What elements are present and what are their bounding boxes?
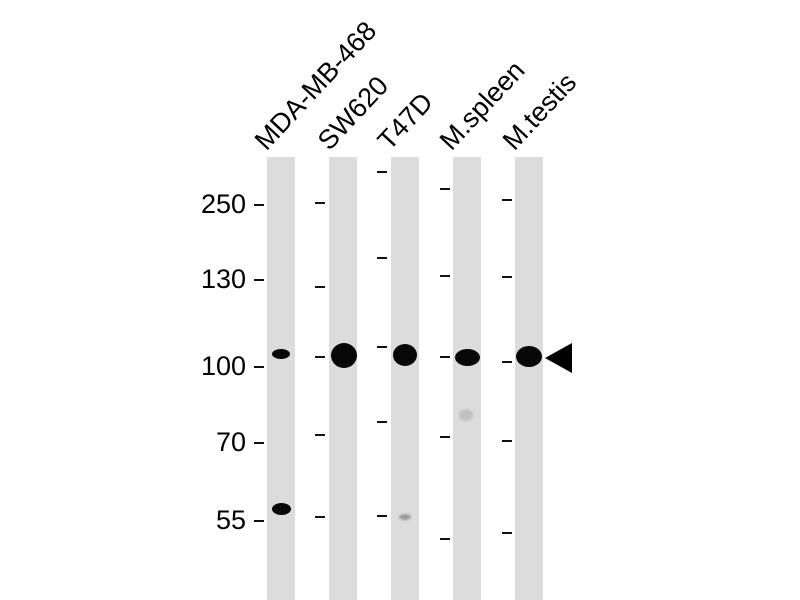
band bbox=[399, 514, 411, 520]
tick bbox=[315, 286, 325, 288]
tick bbox=[315, 434, 325, 436]
lane-m-spleen bbox=[453, 157, 481, 600]
tick bbox=[254, 204, 264, 206]
band bbox=[272, 349, 290, 359]
band bbox=[455, 349, 480, 366]
band bbox=[459, 409, 473, 421]
tick bbox=[254, 366, 264, 368]
tick bbox=[315, 202, 325, 204]
tick bbox=[377, 257, 387, 259]
tick bbox=[440, 356, 450, 358]
band bbox=[393, 344, 417, 366]
tick bbox=[377, 421, 387, 423]
arrow-left-icon bbox=[545, 343, 572, 373]
tick bbox=[502, 361, 512, 363]
tick bbox=[440, 188, 450, 190]
mw-label-100: 100 bbox=[200, 351, 246, 381]
tick bbox=[440, 275, 450, 277]
tick bbox=[440, 436, 450, 438]
tick bbox=[502, 440, 512, 442]
band bbox=[516, 346, 542, 367]
mw-label-250: 250 bbox=[200, 189, 246, 219]
band bbox=[272, 503, 291, 515]
band bbox=[331, 343, 357, 368]
lane-m-testis bbox=[515, 157, 543, 600]
tick bbox=[377, 515, 387, 517]
lane-mda-mb-468 bbox=[267, 157, 295, 600]
tick bbox=[254, 520, 264, 522]
tick bbox=[315, 516, 325, 518]
tick bbox=[502, 276, 512, 278]
tick bbox=[377, 346, 387, 348]
tick bbox=[502, 532, 512, 534]
lane-t47d bbox=[391, 157, 419, 600]
mw-label-70: 70 bbox=[215, 427, 246, 457]
mw-label-55: 55 bbox=[215, 505, 246, 535]
mw-label-130: 130 bbox=[200, 264, 246, 294]
tick bbox=[254, 279, 264, 281]
lane-sw620 bbox=[329, 157, 357, 600]
tick bbox=[254, 442, 264, 444]
tick bbox=[315, 356, 325, 358]
tick bbox=[502, 199, 512, 201]
tick bbox=[377, 171, 387, 173]
tick bbox=[440, 538, 450, 540]
